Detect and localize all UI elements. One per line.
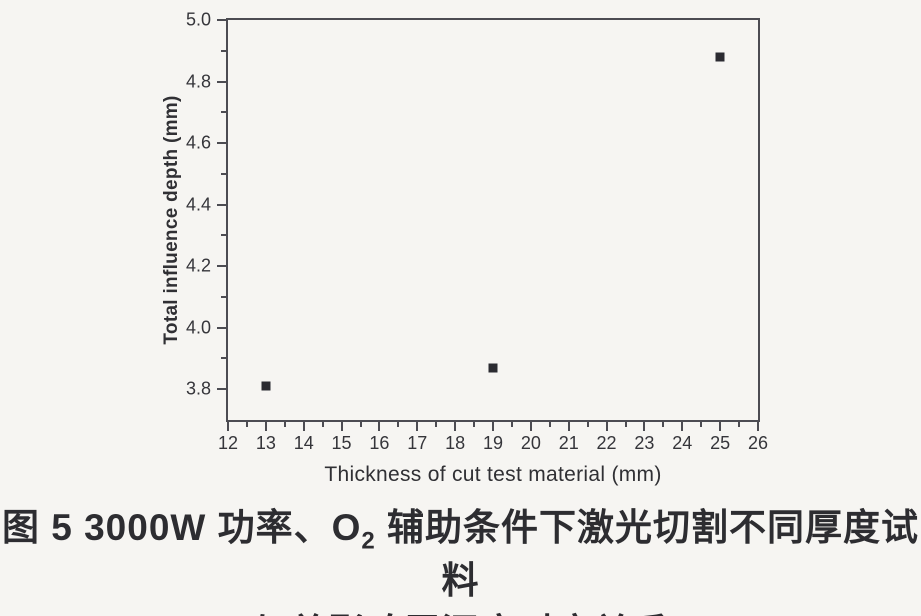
x-minor-tick — [321, 422, 324, 427]
y-tick-label: 4.2 — [185, 255, 211, 276]
x-major-tick — [378, 422, 381, 431]
caption-oxygen-subscript: 2 — [361, 527, 376, 555]
x-minor-tick — [738, 422, 741, 427]
x-tick-label: 21 — [558, 433, 579, 453]
x-minor-tick — [397, 422, 400, 427]
data-point — [715, 52, 725, 62]
y-minor-tick — [221, 172, 226, 175]
plot-frame — [226, 18, 760, 422]
x-major-tick — [567, 422, 570, 431]
y-major-tick — [217, 80, 226, 83]
x-major-tick — [492, 422, 494, 431]
x-tick-label: 18 — [445, 433, 466, 453]
y-major-tick — [217, 203, 226, 206]
caption-line1-post: 辅助条件下激光切割不同厚度试料 — [375, 507, 920, 601]
x-tick-label: 12 — [217, 433, 239, 453]
x-major-tick — [643, 422, 646, 431]
x-tick-label: 14 — [293, 433, 314, 453]
x-major-tick — [529, 422, 532, 431]
x-major-tick — [757, 422, 759, 431]
x-major-tick — [681, 422, 684, 431]
x-tick-label: 16 — [369, 433, 390, 453]
x-minor-tick — [548, 422, 551, 427]
x-axis-title: Thickness of cut test material (mm) — [324, 463, 662, 486]
y-minor-tick — [221, 111, 226, 114]
y-tick-label: 4.0 — [185, 317, 211, 338]
x-minor-tick — [359, 422, 362, 427]
y-tick-label: 5.0 — [185, 9, 211, 30]
x-tick-label: 22 — [596, 433, 617, 453]
y-major-tick — [217, 142, 226, 145]
y-minor-tick — [221, 234, 226, 237]
y-tick-label: 3.8 — [185, 378, 211, 399]
x-tick-label: 26 — [747, 433, 769, 453]
x-major-tick — [302, 422, 305, 431]
y-major-tick — [217, 388, 226, 391]
x-minor-tick — [245, 422, 248, 427]
x-minor-tick — [586, 422, 589, 427]
x-tick-label: 17 — [407, 433, 428, 453]
y-minor-tick — [221, 357, 226, 360]
x-minor-tick — [510, 422, 513, 427]
x-major-tick — [605, 422, 608, 431]
y-major-tick — [217, 19, 226, 21]
x-tick-label: 24 — [672, 433, 693, 453]
y-tick-label: 4.4 — [185, 194, 211, 215]
x-major-tick — [416, 422, 419, 431]
y-major-tick — [217, 265, 226, 268]
x-tick-label: 15 — [331, 433, 352, 453]
caption-line-2: 与总影响层深度对应关系 — [0, 607, 921, 616]
y-major-tick — [217, 326, 226, 329]
x-major-tick — [340, 422, 343, 431]
x-major-tick — [454, 422, 457, 431]
x-major-tick — [719, 422, 722, 431]
x-major-tick — [227, 422, 229, 431]
x-minor-tick — [700, 422, 703, 427]
x-minor-tick — [283, 422, 286, 427]
x-minor-tick — [435, 422, 438, 427]
x-minor-tick — [624, 422, 627, 427]
x-minor-tick — [662, 422, 665, 427]
y-minor-tick — [221, 295, 226, 298]
x-major-tick — [264, 422, 267, 431]
y-tick-label: 4.8 — [185, 71, 211, 92]
x-tick-label: 13 — [255, 433, 276, 453]
x-tick-label: 25 — [710, 433, 731, 453]
x-tick-label: 19 — [482, 433, 504, 453]
figure-caption: 图 5 3000W 功率、O2 辅助条件下激光切割不同厚度试料 与总影响层深度对… — [0, 502, 921, 616]
caption-line-1: 图 5 3000W 功率、O2 辅助条件下激光切割不同厚度试料 — [0, 502, 921, 607]
x-minor-tick — [473, 422, 476, 427]
x-tick-label: 23 — [634, 433, 655, 453]
y-minor-tick — [221, 49, 226, 52]
data-point — [488, 363, 498, 373]
data-point — [261, 381, 271, 391]
y-tick-label: 4.6 — [185, 132, 211, 153]
x-tick-label: 20 — [520, 433, 541, 453]
caption-line1-pre: 图 5 3000W 功率、O — [1, 507, 362, 548]
